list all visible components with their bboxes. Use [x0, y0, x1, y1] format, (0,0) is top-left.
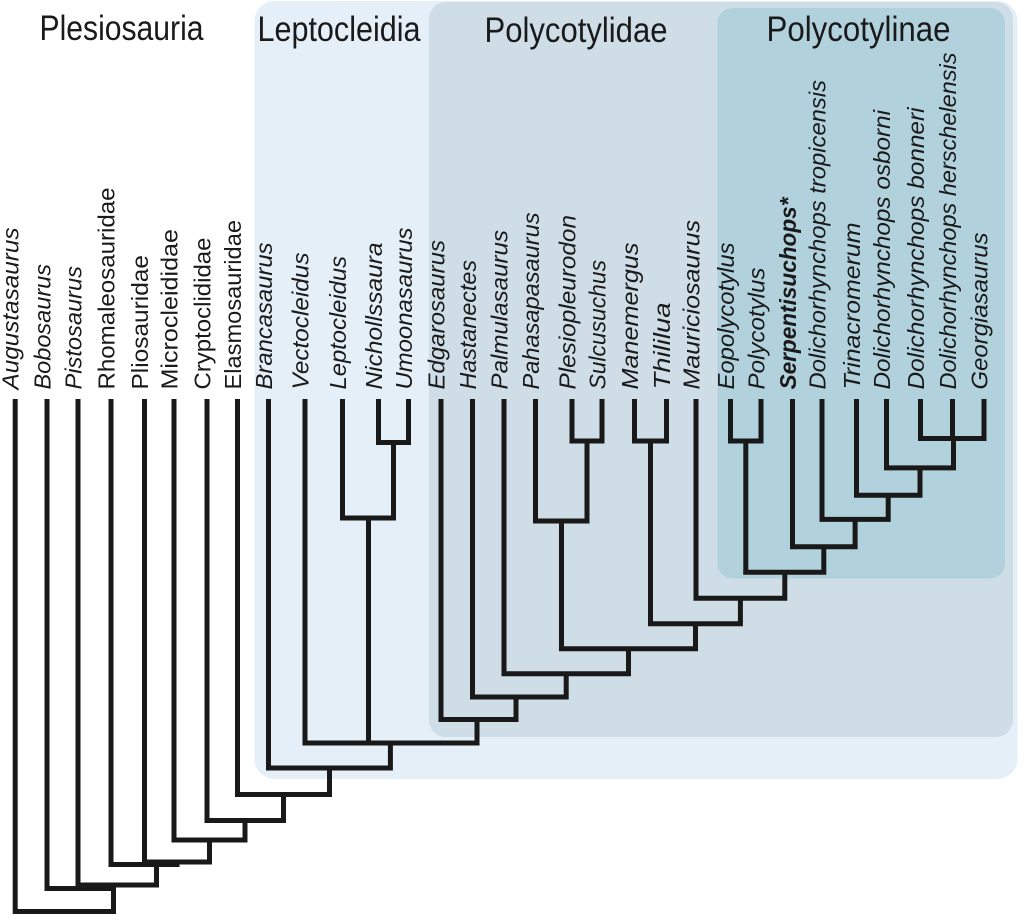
svg-text:Pahasapasaurus: Pahasapasaurus: [518, 212, 544, 389]
svg-text:Thililua: Thililua: [649, 302, 675, 389]
svg-text:Brancasaurus: Brancasaurus: [251, 242, 277, 389]
svg-text:Microcleididae: Microcleididae: [157, 229, 183, 390]
svg-text:Umoonasaurus: Umoonasaurus: [391, 227, 417, 389]
svg-text:Cryptoclididae: Cryptoclididae: [190, 238, 216, 390]
svg-text:Pliosauridae: Pliosauridae: [127, 255, 153, 390]
svg-text:Hastanectes: Hastanectes: [455, 260, 481, 390]
svg-text:Leptocleidia: Leptocleidia: [258, 10, 421, 49]
svg-text:Bobosaurus: Bobosaurus: [30, 264, 56, 390]
svg-text:Dolichorhynchops tropicensis: Dolichorhynchops tropicensis: [805, 80, 831, 390]
svg-text:Nichollssaura: Nichollssaura: [361, 242, 387, 389]
svg-text:Dolichorhynchops bonneri: Dolichorhynchops bonneri: [903, 107, 929, 390]
svg-text:Palmulasaurus: Palmulasaurus: [487, 230, 513, 390]
svg-text:Manemergus: Manemergus: [617, 242, 643, 389]
svg-text:Leptocleidus: Leptocleidus: [325, 256, 351, 390]
svg-text:Polycotylus: Polycotylus: [744, 267, 770, 389]
svg-text:Dolichorhynchops herschelensis: Dolichorhynchops herschelensis: [935, 52, 961, 389]
svg-text:Plesiopleurodon: Plesiopleurodon: [555, 215, 581, 390]
svg-text:Augustasaurus: Augustasaurus: [0, 227, 24, 392]
svg-text:Trinacromerum: Trinacromerum: [839, 223, 865, 390]
svg-text:Polycotylinae: Polycotylinae: [767, 10, 951, 49]
svg-text:Plesiosauria: Plesiosauria: [40, 9, 204, 48]
svg-text:Eopolycotylus: Eopolycotylus: [713, 242, 739, 389]
svg-text:Elasmosauridae: Elasmosauridae: [220, 220, 246, 390]
svg-text:Dolichorhynchops osborni: Dolichorhynchops osborni: [869, 109, 895, 389]
svg-text:Polycotylidae: Polycotylidae: [485, 11, 668, 50]
svg-text:Vectocleidus: Vectocleidus: [288, 252, 314, 389]
svg-text:Mauriciosaurus: Mauriciosaurus: [679, 220, 705, 390]
svg-text:Pistosaurus: Pistosaurus: [61, 266, 87, 390]
svg-text:Sulcusuchus: Sulcusuchus: [585, 260, 611, 390]
svg-text:Georgiasaurus: Georgiasaurus: [967, 232, 993, 389]
svg-text:Serpentisuchops*: Serpentisuchops*: [775, 197, 801, 390]
svg-text:Edgarosaurus: Edgarosaurus: [424, 240, 450, 390]
svg-text:Rhomaleosauridae: Rhomaleosauridae: [94, 188, 120, 390]
